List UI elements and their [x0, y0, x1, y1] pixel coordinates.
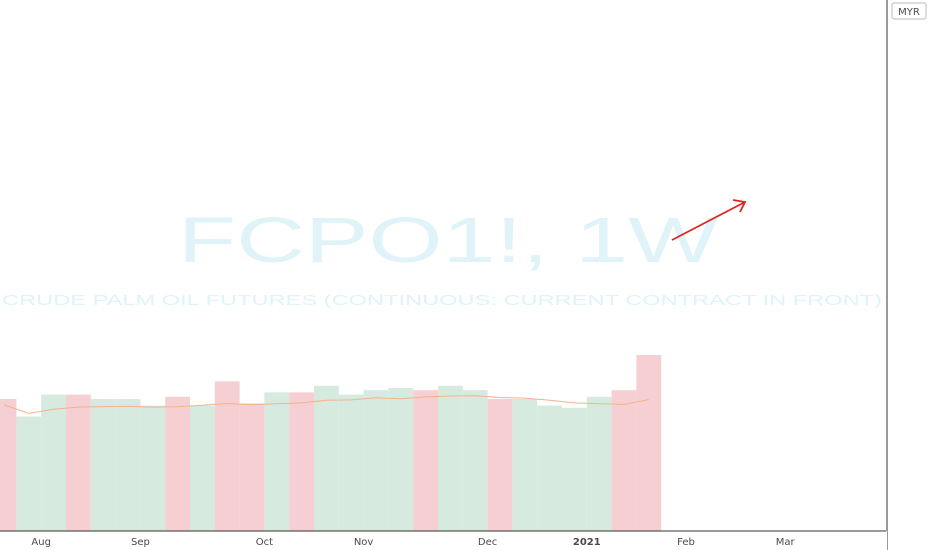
- trend-arrow[interactable]: [671, 199, 747, 241]
- time-axis[interactable]: Aug Sep Oct Nov Dec 2021 Feb Mar: [0, 530, 887, 550]
- volume-bar: [214, 381, 240, 531]
- volume-moving-average: [3, 395, 649, 414]
- symbol-watermark: FCPO1!, 1W CRUDE PALM OIL FUTURES (CONTI…: [2, 204, 882, 309]
- volume-bar: [363, 390, 389, 531]
- trend-arrow-head: [732, 199, 747, 213]
- x-tick-label: Sep: [131, 537, 150, 548]
- price-axis[interactable]: MYR2500260027002800290030003100320033003…: [886, 0, 932, 550]
- x-tick-label: Aug: [31, 537, 51, 548]
- volume-bar: [537, 405, 562, 531]
- x-tick-label: Dec: [478, 537, 497, 548]
- price-axis-background: [887, 0, 932, 550]
- x-tick-label: 2021: [573, 537, 601, 548]
- volume-ma-line: [3, 395, 649, 414]
- volume-bar: [66, 394, 91, 531]
- volume-bar: [636, 355, 662, 531]
- volume-bar: [314, 385, 339, 531]
- x-tick-label: Nov: [354, 537, 374, 548]
- volume-bar: [190, 405, 215, 531]
- x-tick-label: Feb: [677, 537, 695, 548]
- volume-bar: [140, 405, 166, 531]
- volume-bar: [0, 399, 17, 531]
- x-tick-label: Oct: [256, 537, 273, 548]
- currency-badge: [891, 2, 927, 20]
- volume-bar: [165, 396, 190, 531]
- volume-bar: [338, 394, 364, 531]
- volume-bar: [462, 390, 488, 531]
- volume-bar: [611, 390, 637, 531]
- trend-arrow-line: [671, 201, 746, 241]
- volume-bar: [586, 396, 612, 531]
- volume-bar: [41, 394, 66, 531]
- volume-bar: [16, 416, 42, 531]
- volume-bar: [413, 390, 438, 531]
- time-axis-background: [0, 531, 887, 550]
- volume-bar: [562, 407, 587, 531]
- watermark-description-text: CRUDE PALM OIL FUTURES (CONTINUOUS: CURR…: [2, 292, 882, 309]
- volume-bar: [115, 399, 141, 531]
- volume-bar: [289, 392, 314, 531]
- volume-bar: [487, 399, 513, 531]
- volume-bar: [388, 388, 414, 531]
- volume-bar: [90, 399, 116, 531]
- volume-bar: [512, 399, 538, 531]
- watermark-symbol-text: FCPO1!, 1W: [178, 204, 719, 276]
- x-tick-label: Mar: [776, 537, 796, 548]
- volume-bar: [239, 403, 265, 531]
- volume-bar: [264, 392, 290, 531]
- volume-bars: [0, 355, 662, 531]
- volume-bar: [438, 385, 463, 531]
- currency-label: MYR: [898, 7, 920, 18]
